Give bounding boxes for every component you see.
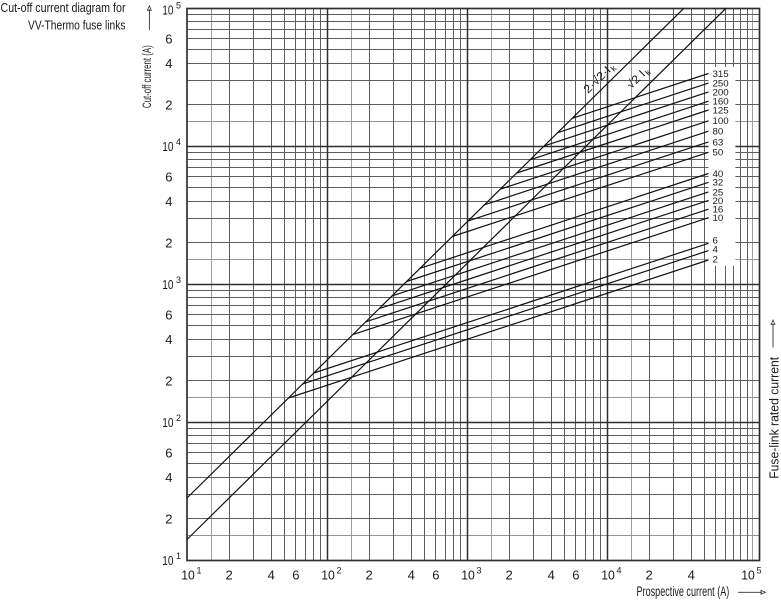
svg-text:10: 10 (601, 568, 615, 583)
svg-text:6: 6 (165, 32, 172, 47)
svg-text:2: 2 (365, 568, 372, 583)
svg-text:125: 125 (713, 105, 729, 116)
svg-text:4: 4 (713, 245, 719, 256)
svg-text:4: 4 (617, 566, 622, 576)
svg-text:VV-Thermo fuse links: VV-Thermo fuse links (28, 18, 126, 33)
svg-text:50: 50 (713, 148, 724, 159)
svg-text:10: 10 (162, 553, 173, 568)
svg-text:10: 10 (321, 568, 335, 583)
svg-text:4: 4 (408, 568, 415, 583)
svg-text:2: 2 (165, 235, 172, 250)
svg-text:315: 315 (713, 69, 729, 80)
svg-text:4: 4 (165, 56, 172, 71)
svg-text:10: 10 (162, 277, 173, 292)
svg-text:1: 1 (176, 551, 181, 561)
svg-text:4: 4 (688, 568, 695, 583)
svg-text:2: 2 (505, 568, 512, 583)
svg-text:2: 2 (713, 255, 718, 266)
svg-text:16: 16 (713, 205, 724, 216)
svg-text:4: 4 (548, 568, 555, 583)
svg-text:6: 6 (292, 568, 299, 583)
svg-text:6: 6 (165, 446, 172, 461)
svg-text:4: 4 (165, 470, 172, 485)
svg-text:3: 3 (477, 566, 482, 576)
svg-text:32: 32 (713, 178, 724, 189)
svg-text:Cut-off current diagram for: Cut-off current diagram for (1, 0, 127, 15)
svg-text:6: 6 (713, 235, 718, 246)
svg-text:Cut-off current (A): Cut-off current (A) (142, 45, 154, 108)
svg-text:6: 6 (165, 170, 172, 185)
svg-text:4: 4 (165, 332, 172, 347)
svg-text:10: 10 (741, 568, 755, 583)
svg-text:10: 10 (162, 3, 173, 18)
svg-text:2: 2 (165, 511, 172, 526)
svg-text:2: 2 (337, 566, 342, 576)
svg-text:200: 200 (713, 87, 729, 98)
svg-text:1: 1 (197, 566, 202, 576)
svg-text:2: 2 (165, 373, 172, 388)
svg-text:2: 2 (645, 568, 652, 583)
svg-text:20: 20 (713, 196, 724, 207)
svg-text:10: 10 (162, 139, 173, 154)
svg-text:10: 10 (713, 213, 724, 224)
svg-text:4: 4 (165, 194, 172, 209)
svg-text:6: 6 (165, 308, 172, 323)
svg-text:160: 160 (713, 97, 729, 108)
svg-text:10: 10 (162, 415, 173, 430)
svg-text:3: 3 (176, 275, 181, 285)
svg-text:63: 63 (713, 137, 724, 148)
svg-text:2: 2 (225, 568, 232, 583)
svg-text:Fuse-link rated current: Fuse-link rated current (768, 356, 781, 479)
svg-text:40: 40 (713, 169, 724, 180)
svg-text:k: k (643, 67, 654, 78)
svg-text:6: 6 (432, 568, 439, 583)
svg-text:250: 250 (713, 79, 729, 90)
svg-text:5: 5 (757, 566, 762, 576)
svg-text:10: 10 (181, 568, 195, 583)
svg-text:25: 25 (713, 187, 724, 198)
svg-text:Prospective current (A): Prospective current (A) (637, 584, 730, 599)
svg-text:k: k (608, 63, 619, 74)
svg-text:4: 4 (176, 137, 181, 147)
svg-text:80: 80 (713, 127, 724, 138)
svg-text:2: 2 (165, 97, 172, 112)
svg-text:10: 10 (461, 568, 475, 583)
svg-text:4: 4 (268, 568, 275, 583)
svg-text:2: 2 (176, 413, 181, 423)
svg-text:6: 6 (572, 568, 579, 583)
svg-text:100: 100 (713, 116, 729, 127)
svg-text:5: 5 (176, 1, 181, 11)
